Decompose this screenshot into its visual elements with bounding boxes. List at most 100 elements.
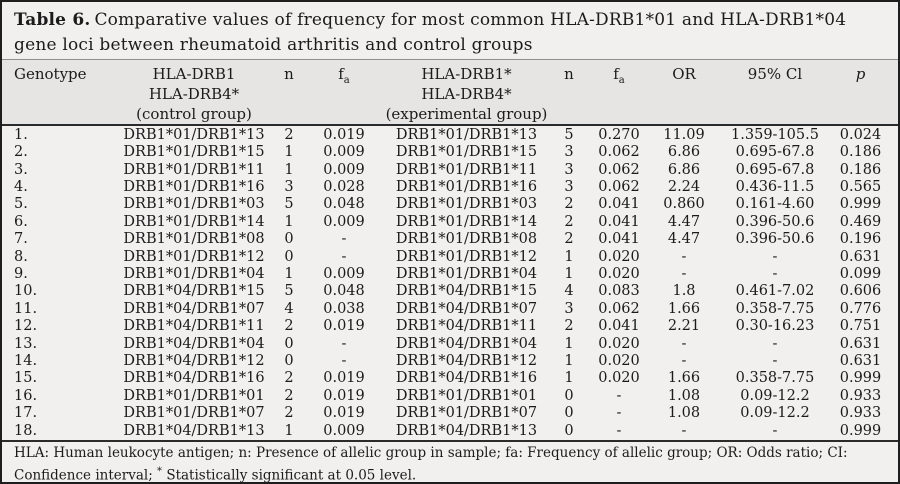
cell-no: 4. <box>14 178 28 195</box>
table-title-text: Comparative values of frequency for most… <box>14 10 847 55</box>
cell-ci: 0.396-50.6 <box>735 231 815 248</box>
cell-e-gen: DRB1*01/DRB1*12 <box>395 248 538 265</box>
cell-c-gen: DRB1*01/DRB1*01 <box>123 387 265 404</box>
cell-p: 0.186 <box>839 161 882 178</box>
cell-c-fa: 0.019 <box>323 405 365 422</box>
table-row: 13. DRB1*04/DRB1*04 0 - DRB1*04/DRB1*04 1 0.02… <box>14 336 890 353</box>
cell-e-n: 1 <box>564 265 574 282</box>
cell-p: 0.631 <box>839 335 882 352</box>
cell-c-n: 0 <box>284 231 294 248</box>
table-row: 9. DRB1*01/DRB1*04 1 0.009 DRB1*01/DRB1*04 1 0… <box>14 266 890 283</box>
cell-ci: - <box>772 352 778 369</box>
cell-c-gen: DRB1*04/DRB1*11 <box>123 318 265 335</box>
cell-no: 18. <box>14 422 38 439</box>
cell-c-n: 1 <box>284 265 294 282</box>
cell-p: 0.999 <box>839 370 882 387</box>
cell-c-fa: 0.009 <box>323 213 365 230</box>
cell-e-fa: 0.020 <box>598 248 640 265</box>
cell-e-fa: 0.062 <box>598 144 640 161</box>
cell-e-n: 1 <box>564 248 574 265</box>
table-row: 11. DRB1*04/DRB1*07 4 0.038 DRB1*04/DRB1*07 3… <box>14 301 890 318</box>
cell-or: 11.09 <box>663 126 705 143</box>
header-control-line2: HLA-DRB4* <box>148 84 240 103</box>
cell-e-n: 3 <box>564 300 574 317</box>
cell-no: 1. <box>14 126 28 143</box>
cell-c-gen: DRB1*04/DRB1*07 <box>123 300 265 317</box>
cell-e-gen: DRB1*01/DRB1*07 <box>395 405 538 422</box>
cell-p: 0.999 <box>839 196 882 213</box>
cell-e-n: 0 <box>564 422 574 439</box>
cell-c-gen: DRB1*01/DRB1*07 <box>123 405 265 422</box>
cell-c-n: 2 <box>284 405 294 422</box>
cell-no: 16. <box>14 387 38 404</box>
table-row: 2. DRB1*01/DRB1*15 1 0.009 DRB1*01/DRB1*15 3 0… <box>14 144 890 161</box>
cell-c-fa: 0.009 <box>323 265 365 282</box>
cell-c-fa: 0.028 <box>323 178 365 195</box>
cell-or: - <box>681 352 687 369</box>
header-control-line3: (control group) <box>136 104 252 123</box>
footnote-text-end: Statistically significant at 0.05 level. <box>162 467 417 483</box>
cell-no: 7. <box>14 231 28 248</box>
header-control-group: HLA-DRB1 HLA-DRB4* (control group) <box>114 60 274 124</box>
cell-c-fa: 0.038 <box>323 300 365 317</box>
cell-ci: 0.09-12.2 <box>740 387 810 404</box>
cell-or: 0.860 <box>663 196 705 213</box>
cell-e-n: 5 <box>564 126 574 143</box>
header-table: Genotype HLA-DRB1 HLA-DRB4* (control gro… <box>14 60 890 124</box>
cell-e-gen: DRB1*04/DRB1*12 <box>395 352 538 369</box>
cell-p: 0.933 <box>839 387 882 404</box>
cell-e-fa: 0.270 <box>598 126 640 143</box>
cell-ci: 0.358-7.75 <box>735 370 815 387</box>
cell-c-n: 2 <box>284 318 294 335</box>
cell-c-gen: DRB1*01/DRB1*03 <box>123 196 265 213</box>
cell-e-fa: 0.062 <box>598 300 640 317</box>
cell-e-gen: DRB1*04/DRB1*07 <box>395 300 538 317</box>
cell-p: 0.565 <box>839 178 882 195</box>
cell-p: 0.196 <box>839 231 882 248</box>
cell-e-n: 1 <box>564 335 574 352</box>
cell-p: 0.999 <box>839 422 882 439</box>
cell-c-gen: DRB1*04/DRB1*16 <box>123 370 265 387</box>
cell-or: 1.66 <box>667 370 701 387</box>
table-body-band: 1. DRB1*01/DRB1*13 2 0.019 DRB1*01/DRB1*13 5 0… <box>2 125 898 440</box>
header-row: Genotype HLA-DRB1 HLA-DRB4* (control gro… <box>14 60 890 124</box>
cell-c-fa: 0.019 <box>323 387 365 404</box>
cell-no: 5. <box>14 196 28 213</box>
cell-e-n: 1 <box>564 370 574 387</box>
cell-e-n: 2 <box>564 213 574 230</box>
cell-e-gen: DRB1*04/DRB1*04 <box>395 335 538 352</box>
cell-e-gen: DRB1*01/DRB1*11 <box>395 161 538 178</box>
cell-ci: 0.358-7.75 <box>735 300 815 317</box>
data-table: 1. DRB1*01/DRB1*13 2 0.019 DRB1*01/DRB1*13 5 0… <box>14 127 890 440</box>
table-row: 12. DRB1*04/DRB1*11 2 0.019 DRB1*04/DRB1*11 2… <box>14 318 890 335</box>
cell-c-fa: 0.019 <box>323 318 365 335</box>
cell-or: - <box>681 248 687 265</box>
table-row: 10. DRB1*04/DRB1*15 5 0.048 DRB1*04/DRB1*15 4… <box>14 283 890 300</box>
header-experimental-group: HLA-DRB1* HLA-DRB4* (experimental group) <box>384 60 549 124</box>
header-n-control: n <box>284 64 294 83</box>
cell-e-gen: DRB1*01/DRB1*16 <box>395 178 538 195</box>
cell-c-fa: - <box>341 231 347 248</box>
cell-e-fa: 0.020 <box>598 335 640 352</box>
cell-c-fa: 0.009 <box>323 422 365 439</box>
cell-c-gen: DRB1*01/DRB1*13 <box>123 126 265 143</box>
cell-ci: - <box>772 248 778 265</box>
footnote-text: HLA: Human leukocyte antigen; n: Presenc… <box>14 445 848 483</box>
table-title: Table 6. Comparative values of frequency … <box>2 2 898 60</box>
cell-c-n: 3 <box>284 178 294 195</box>
cell-ci: 0.695-67.8 <box>735 161 815 178</box>
cell-e-n: 3 <box>564 161 574 178</box>
table-footnote: HLA: Human leukocyte antigen; n: Presenc… <box>2 440 898 482</box>
cell-no: 11. <box>14 300 38 317</box>
cell-c-gen: DRB1*04/DRB1*12 <box>123 352 265 369</box>
header-n-experimental: n <box>564 64 574 83</box>
cell-e-gen: DRB1*01/DRB1*04 <box>395 265 538 282</box>
header-experimental-line3: (experimental group) <box>385 104 548 123</box>
cell-no: 3. <box>14 161 28 178</box>
cell-e-fa: 0.041 <box>598 231 640 248</box>
header-control-line1: HLA-DRB1 <box>152 64 236 83</box>
cell-p: 0.776 <box>839 300 882 317</box>
cell-or: - <box>681 422 687 439</box>
cell-ci: - <box>772 265 778 282</box>
table-row: 8. DRB1*01/DRB1*12 0 - DRB1*01/DRB1*12 1 0.020… <box>14 249 890 266</box>
